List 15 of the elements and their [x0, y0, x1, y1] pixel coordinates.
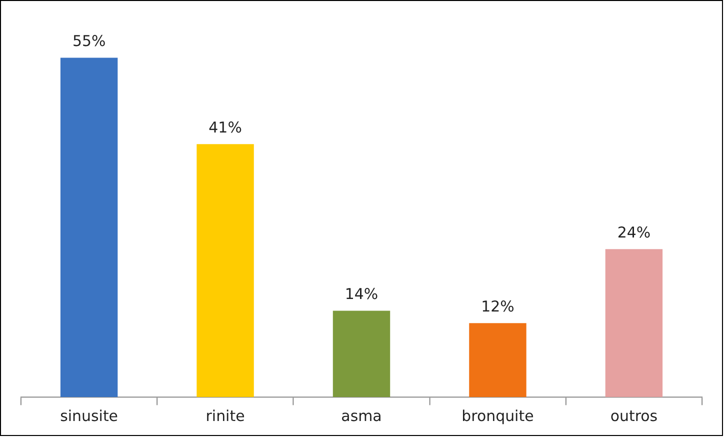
- data-label: 12%: [481, 298, 514, 316]
- bar: [60, 58, 118, 398]
- bar: [469, 323, 526, 398]
- x-tick-label: asma: [341, 406, 382, 425]
- x-tick-label: rinite: [206, 406, 245, 425]
- data-label: 41%: [208, 118, 242, 137]
- bar: [196, 144, 254, 398]
- data-label: 55%: [72, 32, 106, 50]
- x-tick-label: outros: [610, 406, 658, 425]
- x-tick-label: bronquite: [462, 406, 534, 425]
- data-label: 24%: [617, 224, 651, 242]
- bar: [332, 310, 390, 398]
- data-label: 14%: [344, 285, 378, 304]
- x-tick-label: sinusite: [60, 406, 118, 425]
- bar: [605, 249, 663, 398]
